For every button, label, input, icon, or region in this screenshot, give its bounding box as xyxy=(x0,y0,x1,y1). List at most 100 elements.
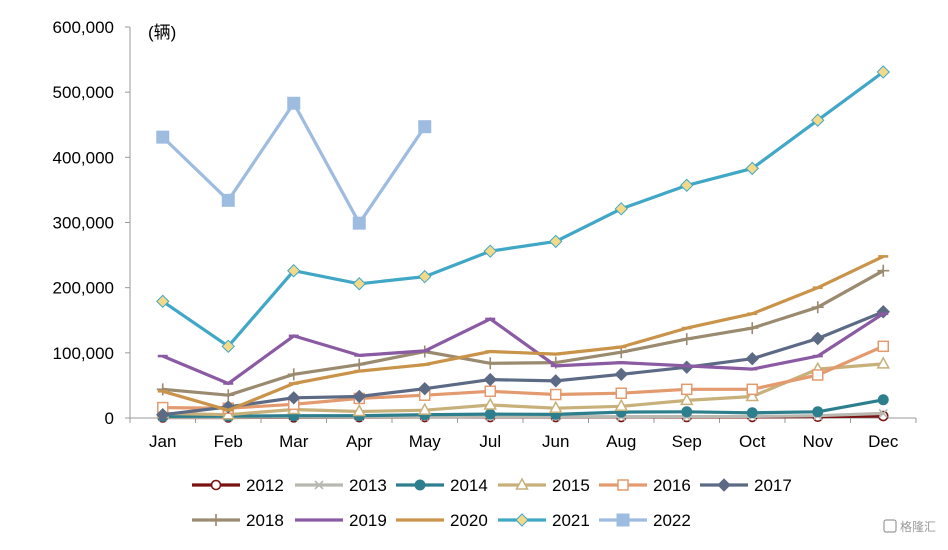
series-line-2014 xyxy=(162,398,884,418)
legend-marker xyxy=(616,513,630,527)
series-line-2016 xyxy=(162,344,884,410)
data-point-2017 xyxy=(287,391,301,405)
x-tick-label: Feb xyxy=(214,432,243,451)
series-2020 xyxy=(157,254,889,412)
data-point-2017 xyxy=(352,389,366,404)
legend-item-2020: 2020 xyxy=(396,511,488,530)
data-point-2021 xyxy=(745,161,759,176)
legend-marker xyxy=(414,479,426,491)
legend-marker xyxy=(617,479,629,491)
data-point-2021 xyxy=(483,244,497,258)
legend-item-2012: 2012 xyxy=(192,476,284,495)
data-point-2021 xyxy=(287,264,301,278)
series-2022 xyxy=(156,96,432,230)
x-tick-label: Dec xyxy=(868,432,899,451)
data-point-2014 xyxy=(812,406,824,418)
series-2019 xyxy=(157,312,889,386)
data-point-2021 xyxy=(156,294,170,309)
data-point-2018 xyxy=(811,301,824,314)
data-point-2015 xyxy=(483,397,498,410)
data-point-2016 xyxy=(615,387,627,399)
data-point-2014 xyxy=(877,394,889,406)
legend-marker xyxy=(210,514,222,526)
legend-label: 2012 xyxy=(246,476,284,495)
y-tick-label: 0 xyxy=(105,409,114,428)
data-point-2021 xyxy=(418,269,432,284)
watermark-text: 格隆汇 xyxy=(900,519,936,534)
legend-label: 2013 xyxy=(349,476,387,495)
data-point-2017 xyxy=(811,331,825,346)
data-point-2021 xyxy=(221,339,235,354)
series-line-2020 xyxy=(162,254,884,412)
data-point-2015 xyxy=(352,403,367,417)
data-point-2016 xyxy=(812,369,824,381)
data-point-2015 xyxy=(876,356,891,369)
data-point-2017 xyxy=(549,374,563,388)
unit-label: (辆) xyxy=(148,23,176,42)
data-point-2013 xyxy=(878,408,888,419)
series-line-2021 xyxy=(161,70,885,348)
data-point-2015 xyxy=(745,388,760,402)
legend-label: 2016 xyxy=(653,476,691,495)
legend-item-2021: 2021 xyxy=(498,511,590,530)
legend-label: 2014 xyxy=(450,476,488,495)
data-point-2017 xyxy=(221,400,235,414)
legend-item-2019: 2019 xyxy=(295,511,387,530)
series-layer xyxy=(155,65,891,423)
x-tick-label: May xyxy=(409,432,442,451)
data-point-2021 xyxy=(549,234,563,249)
series-line-2018 xyxy=(162,269,885,397)
series-line-2015 xyxy=(162,362,884,417)
y-tick-label: 600,000 xyxy=(53,18,114,37)
data-point-2021 xyxy=(352,277,366,291)
legend-label: 2020 xyxy=(450,511,488,530)
data-point-2018 xyxy=(746,322,759,335)
data-point-2021 xyxy=(876,65,890,79)
data-point-2017 xyxy=(745,351,759,366)
data-point-2015 xyxy=(614,398,629,412)
data-point-2017 xyxy=(418,381,432,396)
legend-label: 2019 xyxy=(349,511,387,530)
axes: 0 100,000 200,000 300,000 400,000 500,000 600,… xyxy=(53,18,917,451)
data-point-2018 xyxy=(680,333,693,346)
data-point-2016 xyxy=(681,383,693,396)
legend-item-2014: 2014 xyxy=(396,476,488,495)
data-point-2018 xyxy=(222,389,235,402)
x-tick-label: Oct xyxy=(739,432,766,451)
data-point-2014 xyxy=(484,408,496,420)
legend-item-2015: 2015 xyxy=(498,476,590,495)
data-point-2018 xyxy=(877,264,890,277)
data-point-2016 xyxy=(746,383,758,396)
series-2018 xyxy=(156,264,890,402)
series-2015 xyxy=(155,356,891,420)
data-point-2017 xyxy=(156,408,170,422)
data-point-2014 xyxy=(746,407,758,419)
legend-label: 2015 xyxy=(552,476,590,495)
data-point-2016 xyxy=(484,385,496,398)
watermark: 格隆汇 xyxy=(883,519,936,534)
data-point-2022 xyxy=(352,216,366,230)
x-tick-label: Aug xyxy=(606,432,636,451)
data-point-2021 xyxy=(614,202,628,216)
data-point-2014 xyxy=(681,406,693,418)
data-point-2018 xyxy=(484,357,497,370)
watermark-logo-icon xyxy=(883,519,897,533)
data-point-2018 xyxy=(287,368,300,381)
legend-label: 2018 xyxy=(246,511,284,530)
legend-marker xyxy=(515,477,529,490)
y-tick-label: 500,000 xyxy=(53,83,114,102)
legend-marker xyxy=(314,480,324,490)
data-point-2022 xyxy=(418,120,432,134)
data-point-2017 xyxy=(483,372,497,387)
legend-marker xyxy=(515,513,529,527)
data-point-2016 xyxy=(877,340,889,353)
data-point-2022 xyxy=(221,193,235,207)
y-tick-label: 300,000 xyxy=(53,214,114,233)
data-point-2021 xyxy=(811,113,825,127)
x-tick-label: Mar xyxy=(279,432,309,451)
x-tick-label: Sep xyxy=(672,432,702,451)
legend-label: 2022 xyxy=(653,511,691,530)
legend-item-2013: 2013 xyxy=(295,476,387,495)
data-point-2018 xyxy=(156,383,169,396)
